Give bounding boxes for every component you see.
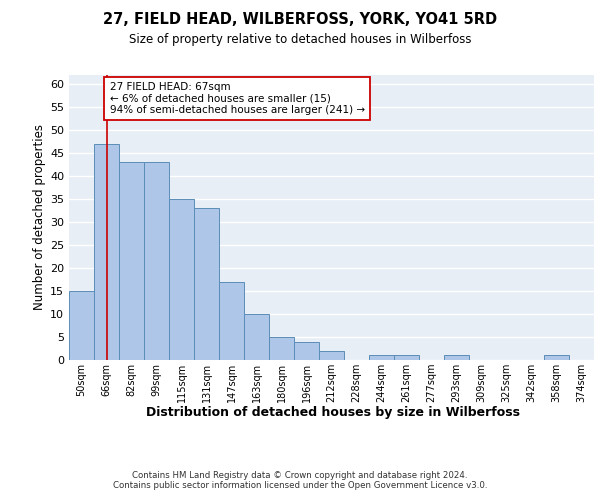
Bar	[94, 144, 119, 360]
Text: Contains HM Land Registry data © Crown copyright and database right 2024.
Contai: Contains HM Land Registry data © Crown c…	[113, 470, 487, 490]
Bar	[194, 208, 219, 360]
Bar	[544, 356, 569, 360]
Text: Size of property relative to detached houses in Wilberfoss: Size of property relative to detached ho…	[129, 32, 471, 46]
Bar	[294, 342, 319, 360]
Bar	[219, 282, 244, 360]
Bar	[119, 162, 144, 360]
Bar	[369, 356, 394, 360]
Bar	[394, 356, 419, 360]
Bar	[144, 162, 169, 360]
Text: 27, FIELD HEAD, WILBERFOSS, YORK, YO41 5RD: 27, FIELD HEAD, WILBERFOSS, YORK, YO41 5…	[103, 12, 497, 28]
Text: 27 FIELD HEAD: 67sqm
← 6% of detached houses are smaller (15)
94% of semi-detach: 27 FIELD HEAD: 67sqm ← 6% of detached ho…	[110, 82, 365, 115]
Bar	[69, 291, 94, 360]
Bar	[244, 314, 269, 360]
Text: Distribution of detached houses by size in Wilberfoss: Distribution of detached houses by size …	[146, 406, 520, 419]
Y-axis label: Number of detached properties: Number of detached properties	[33, 124, 46, 310]
Bar	[169, 199, 194, 360]
Bar	[269, 337, 294, 360]
Bar	[319, 351, 344, 360]
Bar	[444, 356, 469, 360]
